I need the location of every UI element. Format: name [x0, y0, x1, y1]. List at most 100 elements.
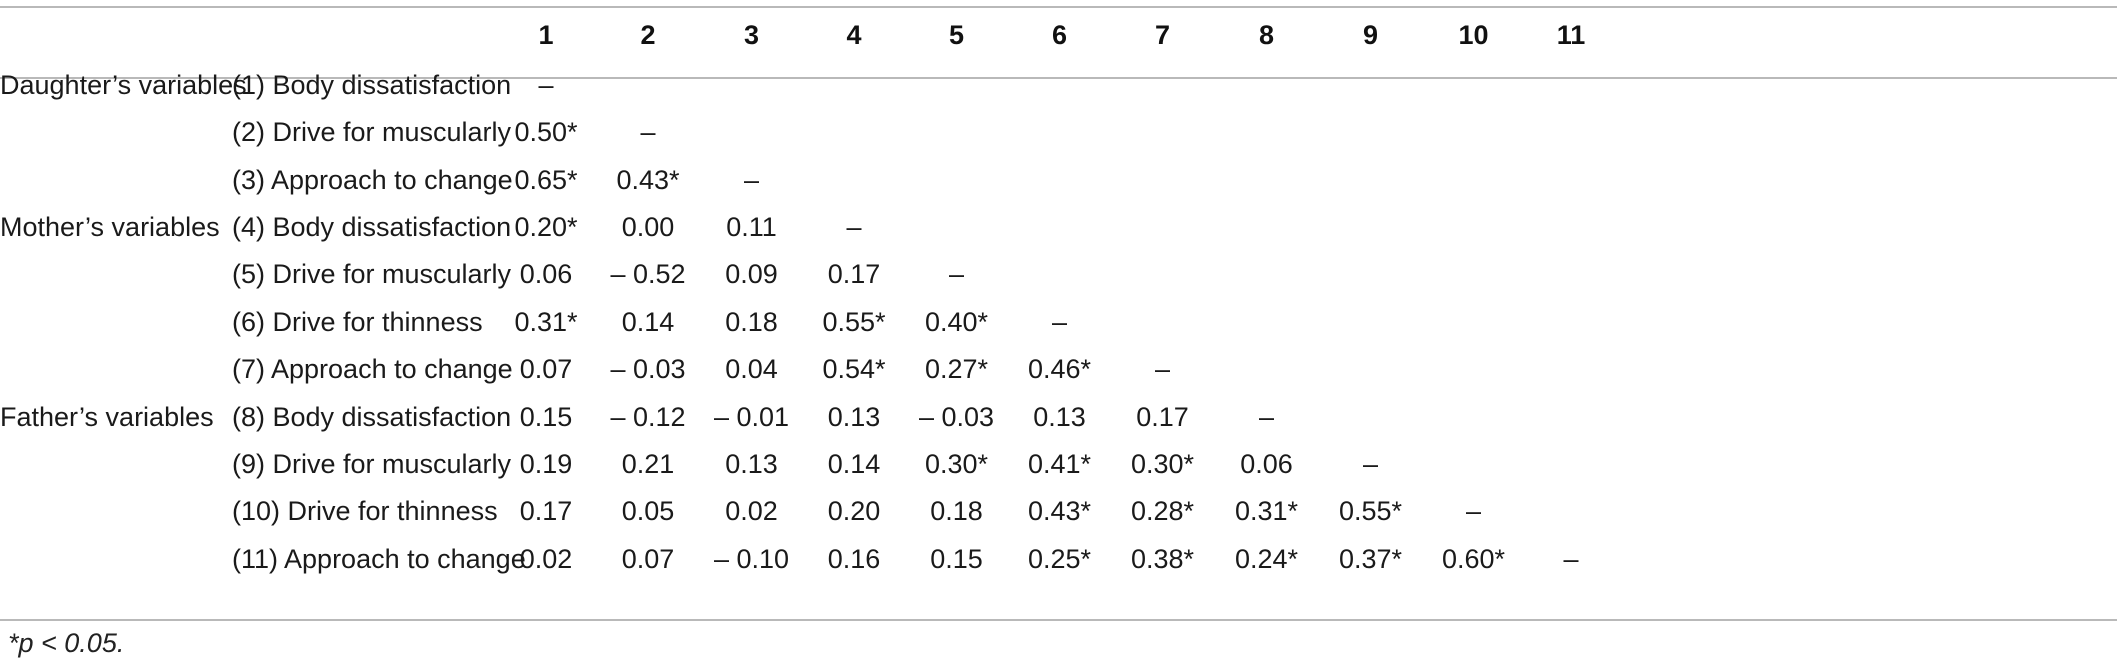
- column-header: 3: [743, 20, 760, 50]
- row-end-spacer: [1617, 251, 2117, 298]
- correlation-cell: [1319, 346, 1422, 393]
- correlation-cell: – 0.12: [610, 401, 686, 432]
- row-group-label: [0, 109, 232, 156]
- header-group-blank: [0, 8, 232, 59]
- correlation-cell: 0.65*: [514, 164, 578, 195]
- correlation-cell: [1319, 251, 1422, 298]
- correlation-cell: 0.54*: [822, 354, 886, 385]
- correlation-cell: –: [1258, 401, 1275, 432]
- correlation-cell: 0.18: [725, 306, 778, 337]
- correlation-cell: 0.00: [621, 211, 675, 242]
- correlation-cell: [1422, 441, 1525, 488]
- correlation-cell: 0.20: [827, 496, 881, 527]
- correlation-cell: [1422, 204, 1525, 251]
- correlation-cell: 0.06: [1240, 448, 1293, 479]
- table-row: (2) Drive for muscularly 0.50* –: [0, 109, 2117, 156]
- correlation-cell: [1525, 346, 1617, 393]
- row-end-spacer: [1617, 59, 2117, 109]
- correlation-cell: 0.31*: [514, 306, 578, 337]
- row-group-label: [0, 488, 232, 535]
- column-header: 5: [948, 20, 965, 50]
- correlation-cell: 0.30*: [924, 448, 989, 479]
- correlation-cell: 0.40*: [924, 306, 989, 337]
- correlation-cell: – 0.01: [713, 401, 790, 432]
- correlation-cell: –: [1563, 543, 1579, 574]
- correlation-cell: [803, 109, 905, 156]
- correlation-cell: [596, 59, 700, 109]
- row-end-spacer: [1617, 299, 2117, 346]
- correlation-cell: [1525, 156, 1617, 203]
- correlation-cell: [1111, 156, 1214, 203]
- table-row: (9) Drive for muscularly 0.19 0.21 0.13 0.14…: [0, 441, 2117, 488]
- correlation-cell: –: [1154, 354, 1171, 385]
- correlation-cell: [1319, 393, 1422, 440]
- row-group-label: [0, 299, 232, 346]
- row-group-label: Daughter’s variables: [0, 70, 247, 100]
- correlation-cell: [1111, 251, 1214, 298]
- row-end-spacer: [1617, 156, 2117, 203]
- column-header: 6: [1051, 20, 1068, 50]
- table-body: Daughter’s variables (1) Body dissatisfac…: [0, 59, 2117, 583]
- correlation-cell: 0.50*: [514, 117, 578, 148]
- row-end-spacer: [1617, 109, 2117, 156]
- row-variable-label: (10) Drive for thinness: [232, 496, 498, 527]
- correlation-cell: 0.60*: [1441, 543, 1506, 574]
- correlation-cell: [1214, 204, 1319, 251]
- row-variable-label: (2) Drive for muscularly: [232, 117, 512, 148]
- correlation-cell: [1008, 59, 1111, 109]
- correlation-cell: –: [538, 70, 554, 100]
- correlation-cell: – 0.03: [610, 354, 686, 385]
- correlation-cell: 0.43*: [616, 164, 680, 195]
- correlation-cell: [1525, 393, 1617, 440]
- correlation-cell: [1319, 156, 1422, 203]
- correlation-cell: [1525, 204, 1617, 251]
- correlation-cell: [1422, 393, 1525, 440]
- correlation-cell: 0.17: [827, 259, 881, 290]
- row-variable-label: (6) Drive for thinness: [232, 306, 483, 337]
- header-variable-blank: [232, 8, 496, 59]
- correlation-cell: 0.05: [621, 496, 675, 527]
- correlation-cell: 0.30*: [1130, 448, 1195, 479]
- correlation-cell: [1422, 299, 1525, 346]
- correlation-cell: 0.09: [725, 259, 778, 290]
- correlation-cell: [1008, 109, 1111, 156]
- correlation-cell: 0.06: [519, 259, 573, 290]
- correlation-cell: 0.46*: [1027, 354, 1092, 385]
- row-end-spacer: [1617, 441, 2117, 488]
- row-group-label: Mother’s variables: [0, 211, 220, 242]
- header-row: 1 2 3 4 5 6 7 8 9 10 11: [0, 8, 2117, 59]
- table-header-rule: [0, 77, 2117, 79]
- correlation-cell: 0.27*: [924, 354, 989, 385]
- row-variable-label: (1) Body dissatisfaction: [232, 70, 512, 100]
- correlation-cell: –: [1051, 306, 1068, 337]
- correlation-cell: [1525, 299, 1617, 346]
- row-end-spacer: [1617, 536, 2117, 583]
- correlation-cell: 0.15: [519, 401, 573, 432]
- table-row: (5) Drive for muscularly 0.06 – 0.52 0.09 0.…: [0, 251, 2117, 298]
- correlation-cell: 0.31*: [1234, 496, 1299, 527]
- table-top-rule: [0, 6, 2117, 8]
- correlation-cell: 0.14: [827, 448, 881, 479]
- table-row: (10) Drive for thinness 0.17 0.05 0.02 0.20 0…: [0, 488, 2117, 535]
- correlation-cell: [700, 59, 803, 109]
- correlation-cell: 0.13: [1033, 401, 1086, 432]
- correlation-cell: [1422, 346, 1525, 393]
- correlation-cell: 0.37*: [1338, 543, 1403, 574]
- correlation-cell: –: [948, 259, 965, 290]
- column-header: 10: [1458, 20, 1489, 50]
- correlation-cell: [905, 109, 1008, 156]
- row-end-spacer: [1617, 488, 2117, 535]
- correlation-cell: [1422, 251, 1525, 298]
- correlation-cell: – 0.52: [610, 259, 686, 290]
- column-header: 4: [846, 20, 862, 50]
- column-header: 11: [1556, 20, 1586, 50]
- column-header: 9: [1362, 20, 1379, 50]
- correlation-cell: 0.20*: [514, 211, 578, 242]
- correlation-cell: –: [1465, 496, 1482, 527]
- correlation-cell: [1214, 346, 1319, 393]
- correlation-cell: 0.16: [827, 543, 881, 574]
- row-group-label: [0, 251, 232, 298]
- correlation-cell: [1008, 204, 1111, 251]
- correlation-cell: [1422, 59, 1525, 109]
- column-header: 7: [1154, 20, 1171, 50]
